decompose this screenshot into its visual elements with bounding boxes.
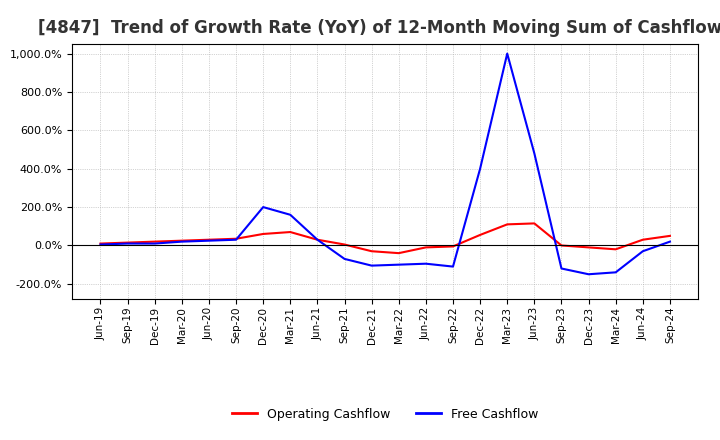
Operating Cashflow xyxy=(584,245,593,250)
Free Cashflow xyxy=(178,239,186,244)
Free Cashflow xyxy=(557,266,566,271)
Free Cashflow xyxy=(341,256,349,261)
Operating Cashflow xyxy=(611,247,620,252)
Free Cashflow xyxy=(96,242,105,247)
Operating Cashflow xyxy=(449,244,457,249)
Operating Cashflow xyxy=(150,239,159,244)
Operating Cashflow xyxy=(178,238,186,243)
Free Cashflow xyxy=(665,239,674,244)
Free Cashflow xyxy=(232,237,240,242)
Free Cashflow xyxy=(395,262,403,268)
Free Cashflow xyxy=(449,264,457,269)
Operating Cashflow xyxy=(395,250,403,256)
Free Cashflow xyxy=(421,261,430,266)
Operating Cashflow xyxy=(286,229,294,235)
Free Cashflow xyxy=(639,249,647,254)
Operating Cashflow xyxy=(530,221,539,226)
Operating Cashflow xyxy=(204,237,213,242)
Operating Cashflow xyxy=(476,232,485,238)
Operating Cashflow xyxy=(313,237,322,242)
Free Cashflow xyxy=(286,212,294,217)
Free Cashflow xyxy=(503,51,511,56)
Operating Cashflow xyxy=(503,222,511,227)
Operating Cashflow xyxy=(367,249,376,254)
Free Cashflow xyxy=(530,151,539,156)
Free Cashflow xyxy=(584,271,593,277)
Operating Cashflow xyxy=(232,236,240,242)
Title: [4847]  Trend of Growth Rate (YoY) of 12-Month Moving Sum of Cashflows: [4847] Trend of Growth Rate (YoY) of 12-… xyxy=(38,19,720,37)
Line: Free Cashflow: Free Cashflow xyxy=(101,54,670,274)
Operating Cashflow xyxy=(259,231,268,237)
Free Cashflow xyxy=(367,263,376,268)
Legend: Operating Cashflow, Free Cashflow: Operating Cashflow, Free Cashflow xyxy=(228,403,543,425)
Operating Cashflow xyxy=(665,233,674,238)
Free Cashflow xyxy=(476,166,485,171)
Free Cashflow xyxy=(313,237,322,242)
Operating Cashflow xyxy=(123,240,132,245)
Free Cashflow xyxy=(123,241,132,246)
Free Cashflow xyxy=(150,241,159,246)
Free Cashflow xyxy=(259,205,268,210)
Free Cashflow xyxy=(611,270,620,275)
Line: Operating Cashflow: Operating Cashflow xyxy=(101,224,670,253)
Operating Cashflow xyxy=(96,241,105,246)
Operating Cashflow xyxy=(557,243,566,248)
Free Cashflow xyxy=(204,238,213,243)
Operating Cashflow xyxy=(639,237,647,242)
Operating Cashflow xyxy=(421,245,430,250)
Operating Cashflow xyxy=(341,242,349,247)
